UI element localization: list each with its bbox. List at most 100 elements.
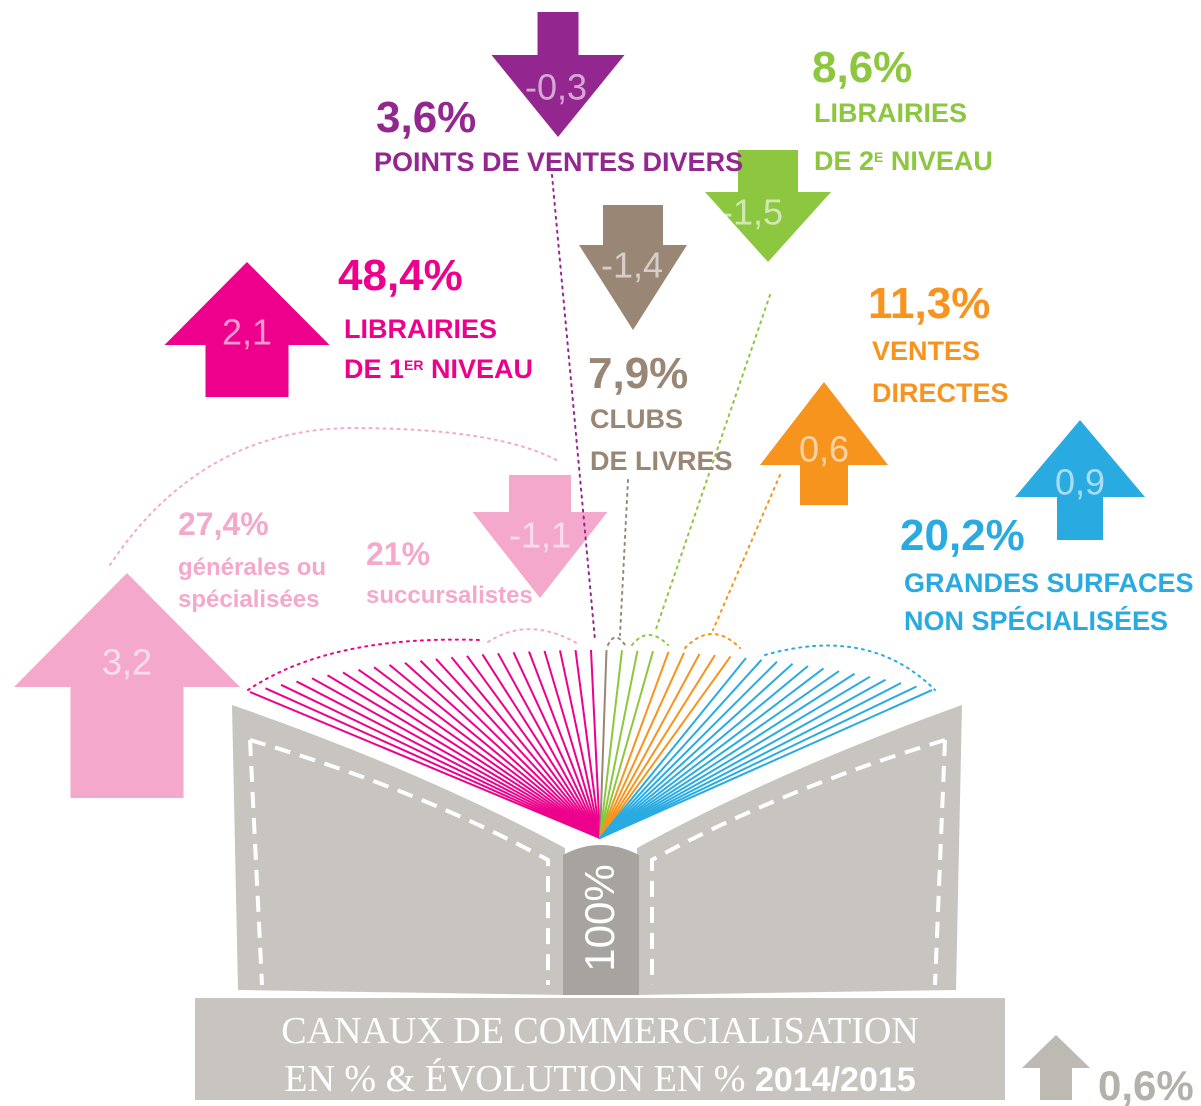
fan-line (265, 687, 601, 839)
connector (764, 644, 936, 691)
connector (247, 638, 481, 691)
share: 7,9% (588, 349, 688, 398)
fan-line (373, 666, 601, 839)
arrow (579, 205, 687, 330)
fan-line (599, 672, 856, 839)
fan-line (599, 652, 685, 839)
connectors (109, 174, 936, 691)
fan-line (599, 650, 608, 839)
channel-label: CLUBS (590, 404, 683, 434)
fan-line (419, 660, 601, 839)
change: -1,5 (721, 192, 783, 233)
fan-line (599, 657, 747, 839)
stitch (248, 738, 550, 986)
change: -0,3 (525, 67, 587, 108)
fan-line (599, 689, 933, 839)
fan-line (559, 650, 601, 839)
title: CANAUX DE COMMERCIALISATION (281, 1010, 919, 1052)
right-page (637, 705, 962, 995)
channel-label: LIBRAIRIES (814, 98, 967, 128)
channel-label: spécialisées (178, 586, 319, 613)
fan-line (404, 661, 601, 839)
channel-label: VENTES (872, 336, 980, 366)
labels: 3,6% POINTS DE VENTES DIVERS 8,6% LIBRAI… (178, 43, 1194, 636)
total: 100% (576, 864, 623, 971)
arrow (705, 150, 831, 262)
fan-line (599, 655, 732, 839)
channel-label: GRANDES SURFACES (904, 568, 1194, 598)
fan-line (599, 650, 623, 839)
arrow (14, 573, 240, 798)
arrow (491, 12, 625, 137)
fan-line (599, 667, 825, 839)
title-box (195, 998, 1005, 1100)
fan-line (599, 660, 778, 839)
fan-line (388, 664, 601, 839)
change: 3,2 (102, 642, 152, 683)
channel-label: LIBRAIRIES (344, 314, 497, 344)
fan-line (342, 671, 601, 839)
channel-label: NON SPÉCIALISÉES (904, 605, 1168, 636)
fan-line (249, 691, 601, 839)
connector (109, 426, 561, 566)
channel-label: POINTS DE VENTES DIVERS (374, 147, 743, 177)
change: 0,9 (1055, 462, 1105, 503)
spine (563, 845, 639, 995)
fan-line (599, 678, 886, 839)
fan-line (450, 656, 601, 839)
arrows: -0,3 -1,5 -1,4 0,6 0,9 2,1 3,2 -1,1 (14, 12, 1145, 1100)
share: 48,4% (338, 251, 463, 300)
change: -1,4 (601, 245, 663, 286)
book (232, 705, 962, 995)
fan-line (590, 649, 601, 839)
fan (249, 649, 933, 839)
fan-line (357, 668, 601, 839)
fan-line (599, 663, 794, 839)
change: -1,1 (509, 515, 571, 556)
overall-change: 0,6% (1098, 1062, 1194, 1106)
left-page (232, 705, 565, 995)
connector (487, 628, 581, 646)
arrow (1022, 1035, 1090, 1100)
fan-line (599, 685, 917, 839)
channel-label: succursalistes (366, 582, 533, 609)
connector (607, 479, 629, 646)
fan-line (466, 655, 601, 839)
fan-line (481, 653, 601, 839)
fan-line (497, 652, 601, 839)
fan-line (280, 683, 601, 839)
fan-line (599, 670, 840, 839)
fan-line (599, 675, 871, 839)
stitch (650, 738, 947, 986)
connector (551, 174, 596, 641)
fan-line (435, 658, 601, 839)
title: EN % & ÉVOLUTION EN % 2014/2015 (284, 1058, 915, 1100)
arrow (472, 475, 608, 598)
fan-line (311, 677, 601, 839)
channel-label: DE 2E NIVEAU (814, 146, 993, 176)
fan-line (599, 682, 902, 839)
arrow (164, 262, 330, 397)
fan-line (599, 665, 809, 839)
connector (684, 474, 781, 649)
share: 8,6% (812, 43, 912, 92)
fan-line (543, 650, 601, 839)
fan-line (599, 654, 716, 839)
share: 27,4% (178, 506, 269, 542)
share: 11,3% (868, 279, 990, 328)
share: 20,2% (900, 511, 1025, 560)
connector (631, 294, 771, 646)
channel-label: DE LIVRES (590, 446, 733, 476)
fan-line (599, 653, 701, 839)
fan-line (599, 650, 639, 839)
fan-line (599, 651, 670, 839)
channel-label: DE 1ER NIVEAU (344, 354, 533, 384)
arrow (1015, 420, 1145, 540)
fan-line (599, 650, 654, 839)
share: 3,6% (376, 93, 476, 142)
fan-line (528, 651, 601, 839)
fan-line (326, 674, 601, 839)
arrow (760, 382, 888, 505)
fan-line (296, 680, 601, 839)
